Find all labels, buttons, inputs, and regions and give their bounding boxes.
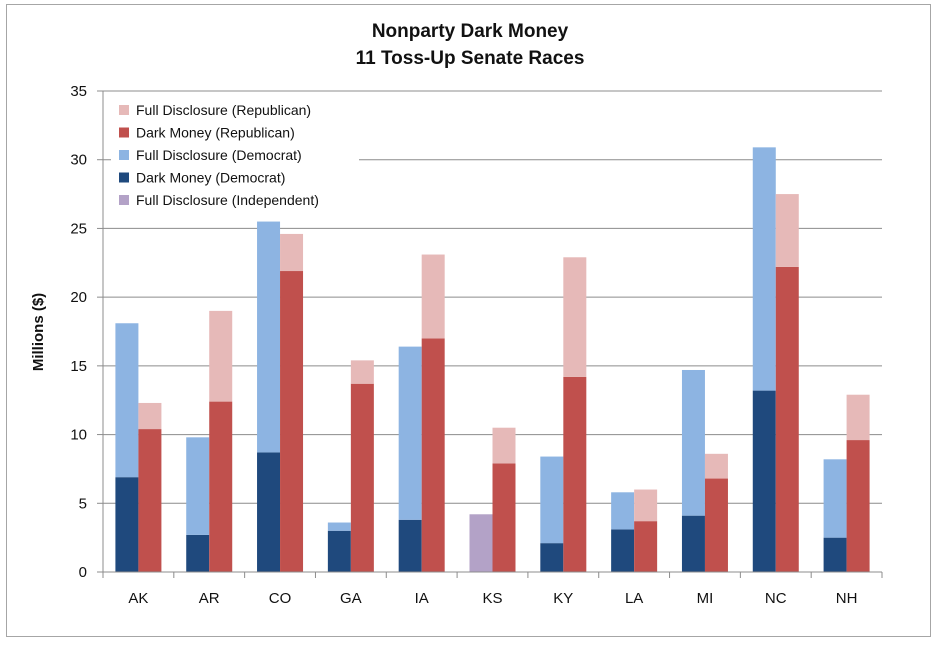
bar-segment: [398, 519, 422, 572]
x-tick-label: LA: [625, 590, 643, 607]
y-axis-label: Millions ($): [30, 293, 47, 371]
bar-segment: [280, 233, 304, 272]
bar-segment: [469, 514, 493, 572]
bar-segment: [398, 346, 422, 520]
y-tick-label: 25: [70, 220, 87, 237]
bar-segment: [350, 360, 374, 384]
y-tick-label: 15: [70, 358, 87, 375]
bar-segment: [115, 477, 139, 572]
x-tick-label: MI: [697, 590, 714, 607]
bar-segment: [681, 515, 705, 572]
x-tick-label: KY: [553, 590, 573, 607]
bar-segment: [350, 383, 374, 572]
bar-segment: [186, 534, 210, 572]
legend-swatch: [119, 195, 129, 205]
chart-title-line-2: 11 Toss-Up Senate Races: [355, 48, 585, 69]
legend-label: Dark Money (Republican): [136, 125, 295, 141]
x-tick-label: AK: [128, 590, 148, 607]
legend-label: Dark Money (Democrat): [136, 170, 285, 186]
legend-label: Full Disclosure (Republican): [136, 102, 311, 118]
chart-title: Nonparty Dark Money 11 Toss-Up Senate Ra…: [0, 18, 940, 72]
bar-segment: [752, 390, 776, 572]
bar-segment: [563, 376, 587, 572]
bar-segment: [704, 453, 728, 479]
bar-segment: [209, 310, 233, 402]
x-tick-label: IA: [415, 590, 429, 607]
x-tick-label: CO: [269, 590, 292, 607]
x-tick-label: KS: [482, 590, 502, 607]
bar-segment: [823, 459, 847, 538]
bar-segment: [115, 323, 139, 478]
bar-segment: [209, 401, 233, 572]
bar-segment: [421, 254, 445, 339]
x-tick-label: AR: [199, 590, 220, 607]
legend-swatch: [119, 172, 129, 183]
bar-segment: [186, 437, 210, 535]
bar-segment: [563, 257, 587, 377]
bar-segment: [327, 530, 351, 572]
legend-background: [111, 97, 359, 213]
legend-label: Full Disclosure (Democrat): [136, 147, 302, 163]
y-tick-label: 0: [79, 564, 87, 581]
bar-segment: [634, 489, 658, 522]
y-tick-label: 35: [70, 83, 87, 100]
legend-label: Full Disclosure (Independent): [136, 192, 319, 208]
bar-segment: [540, 543, 564, 572]
bar-segment: [634, 521, 658, 572]
axes: [97, 90, 883, 578]
chart-title-line-1: Nonparty Dark Money: [371, 21, 569, 42]
bar-segment: [846, 394, 870, 441]
x-tick-label: NC: [765, 590, 787, 607]
bar-segment: [492, 463, 516, 572]
bar-segment: [540, 456, 564, 544]
legend: Full Disclosure (Republican) Dark Money (…: [111, 97, 359, 213]
bar-segment: [611, 529, 635, 572]
bar-segment: [257, 452, 281, 572]
bar-segment: [775, 194, 799, 267]
y-tick-label: 20: [70, 289, 87, 306]
bar-segment: [823, 537, 847, 572]
bar-segment: [280, 271, 304, 572]
bar-segment: [138, 429, 162, 572]
bar-segment: [421, 338, 445, 572]
bars: [115, 147, 870, 572]
legend-swatch: [119, 150, 129, 160]
x-tick-label: NH: [836, 590, 858, 607]
x-tick-labels: AK AR CO GA IA KS KY LA MI NC NH: [128, 590, 857, 607]
bar-segment: [327, 522, 351, 531]
legend-swatch: [119, 127, 129, 138]
y-tick-label: 5: [79, 495, 87, 512]
bar-segment: [681, 369, 705, 516]
y-tick-label: 30: [70, 152, 87, 169]
bar-segment: [257, 221, 281, 453]
bar-segment: [704, 478, 728, 572]
legend-swatch: [119, 105, 129, 115]
x-tick-label: GA: [340, 590, 362, 607]
bar-segment: [775, 266, 799, 572]
bar-segment: [492, 427, 516, 464]
bar-segment: [138, 402, 162, 430]
bar-segment: [752, 147, 776, 391]
bar-segment: [846, 440, 870, 572]
y-tick-label: 10: [70, 427, 87, 444]
bar-segment: [611, 492, 635, 530]
y-tick-labels: 0 5 10 15 20 25 30 35: [70, 83, 87, 581]
